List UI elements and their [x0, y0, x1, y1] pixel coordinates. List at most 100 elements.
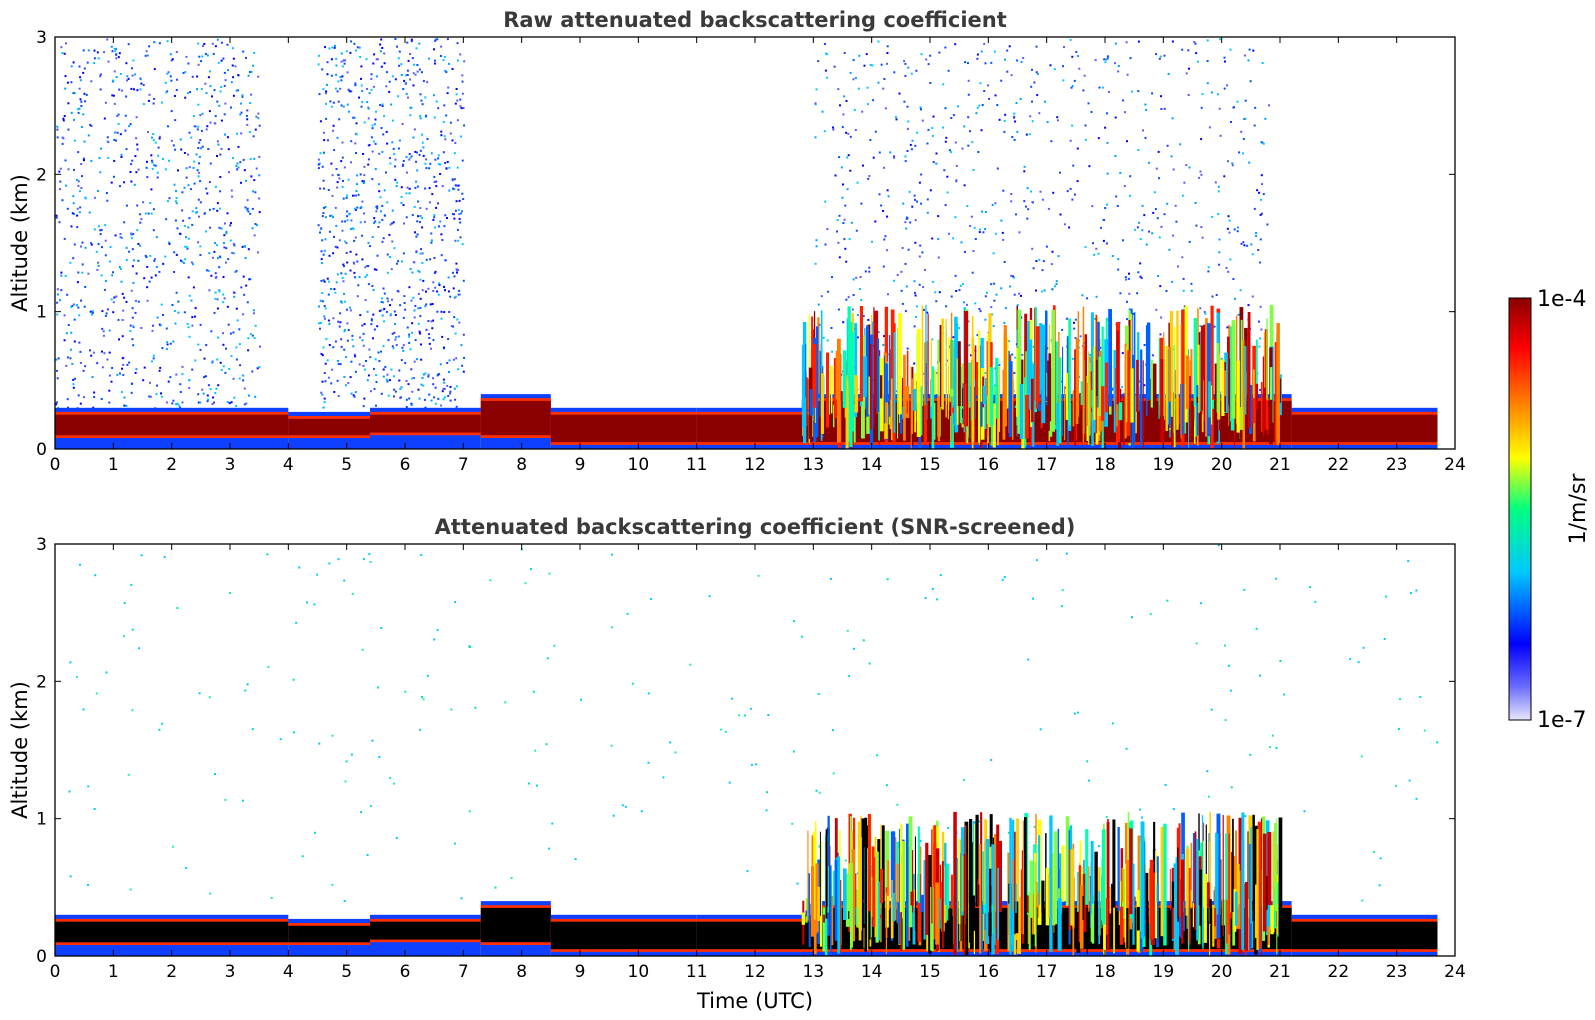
noise-speck [913, 362, 916, 365]
noise-speck [196, 211, 199, 214]
x-tick-label: 9 [575, 962, 586, 982]
noise-speck [362, 344, 365, 347]
noise-speck [972, 250, 975, 252]
noise-speck [449, 121, 452, 124]
noise-speck [450, 708, 453, 711]
cloud-streak [1188, 867, 1191, 941]
noise-speck [313, 603, 316, 606]
noise-speck [1073, 321, 1075, 324]
noise-speck [846, 188, 849, 191]
noise-speck [452, 358, 455, 361]
noise-speck [446, 362, 449, 364]
noise-speck [196, 169, 199, 172]
noise-speck [436, 310, 439, 313]
noise-speck [157, 154, 160, 157]
noise-speck [489, 579, 492, 582]
noise-speck [1124, 276, 1127, 279]
noise-speck [363, 212, 365, 215]
noise-speck [110, 45, 113, 48]
noise-speck [452, 287, 455, 290]
noise-speck [852, 78, 855, 81]
noise-speck [416, 169, 419, 172]
noise-speck [1028, 133, 1031, 136]
noise-speck [344, 300, 347, 303]
noise-speck [324, 307, 327, 310]
noise-speck [1159, 333, 1162, 336]
noise-speck [440, 317, 443, 320]
x-tick-label: 21 [1269, 455, 1291, 475]
noise-speck [944, 204, 947, 207]
noise-speck [391, 119, 394, 122]
cloud-streak [1109, 909, 1113, 911]
noise-speck [1015, 213, 1017, 216]
noise-speck [205, 187, 208, 190]
noise-speck [918, 283, 921, 286]
noise-speck [403, 302, 406, 304]
noise-speck [152, 139, 155, 142]
noise-speck [391, 75, 394, 78]
noise-speck [343, 900, 346, 902]
noise-speck [97, 57, 100, 60]
noise-speck [66, 398, 69, 401]
noise-speck [449, 392, 451, 395]
noise-speck [427, 320, 430, 322]
noise-speck [355, 152, 357, 154]
noise-speck [402, 163, 404, 166]
cloud-streak [1072, 390, 1076, 427]
noise-speck [81, 241, 84, 244]
noise-speck [1031, 247, 1034, 250]
noise-speck [319, 299, 322, 302]
noise-speck [317, 54, 320, 57]
noise-speck [125, 148, 128, 151]
noise-speck [214, 185, 217, 188]
noise-speck [896, 274, 899, 276]
noise-speck [1250, 243, 1253, 246]
noise-speck [330, 162, 333, 165]
noise-speck [323, 249, 326, 252]
noise-speck [327, 280, 330, 283]
noise-speck [102, 330, 105, 333]
noise-speck [1151, 92, 1154, 95]
noise-speck [373, 123, 376, 126]
cloud-streak [1088, 866, 1090, 912]
noise-speck [169, 342, 172, 345]
cloud-streak [1095, 359, 1098, 397]
noise-speck [233, 396, 236, 399]
cloud-streak [807, 830, 809, 920]
noise-speck [1061, 605, 1063, 608]
noise-speck [120, 156, 123, 158]
cloud-streak [896, 863, 899, 924]
noise-speck [332, 252, 335, 255]
noise-speck [56, 313, 59, 316]
noise-speck [199, 254, 202, 256]
noise-speck [402, 316, 405, 319]
noise-speck [433, 272, 436, 274]
noise-speck [214, 272, 217, 275]
noise-speck [708, 595, 711, 598]
noise-speck [459, 53, 462, 56]
cloud-streak [955, 857, 959, 953]
cloud-streak [844, 380, 849, 418]
cloud-streak [1158, 396, 1160, 419]
cloud-streak [1015, 883, 1017, 914]
noise-speck [877, 331, 880, 334]
noise-speck [1009, 285, 1011, 288]
noise-speck [457, 184, 460, 187]
noise-speck [1073, 79, 1076, 82]
noise-speck [341, 156, 344, 159]
cloud-streak [1029, 860, 1033, 918]
noise-speck [421, 252, 424, 255]
noise-speck [913, 280, 916, 283]
noise-speck [70, 81, 73, 84]
noise-speck [350, 360, 353, 363]
noise-speck [155, 393, 158, 396]
noise-speck [434, 38, 437, 41]
noise-speck [371, 127, 374, 130]
noise-speck [1181, 48, 1184, 51]
noise-speck [359, 314, 362, 317]
noise-speck [1159, 55, 1162, 58]
noise-speck [1379, 857, 1382, 860]
noise-speck [424, 305, 427, 308]
noise-speck [458, 321, 461, 324]
noise-speck [251, 370, 254, 373]
